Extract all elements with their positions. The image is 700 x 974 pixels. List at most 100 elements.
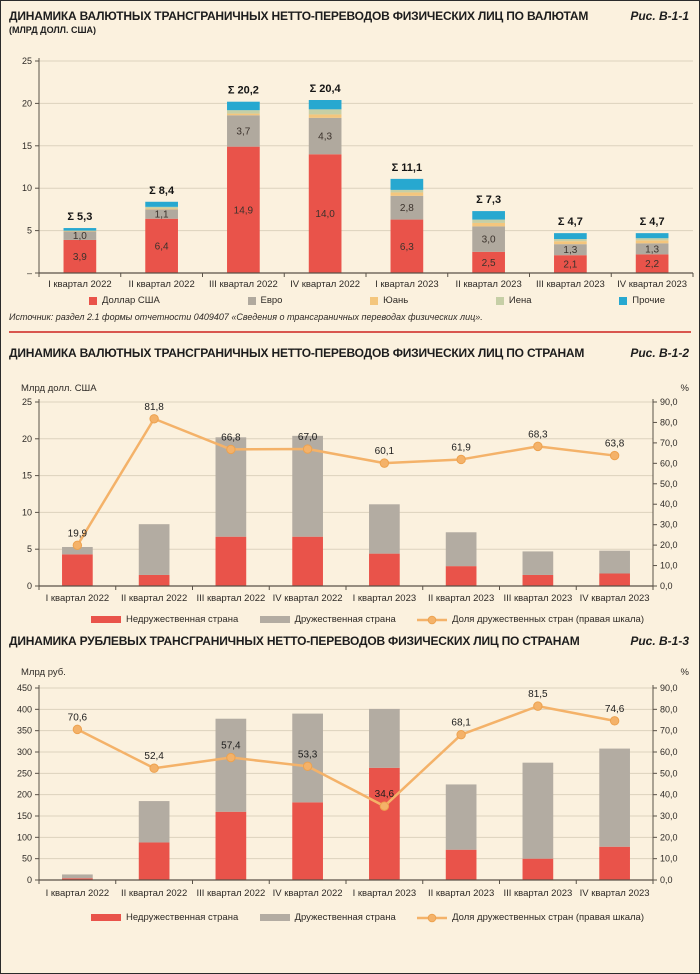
svg-text:60,1: 60,1	[375, 446, 395, 457]
svg-text:20: 20	[22, 98, 32, 108]
svg-text:19,9: 19,9	[68, 528, 88, 539]
svg-text:2,2: 2,2	[645, 259, 659, 270]
chart2-figure-number: Рис. В-1-2	[630, 346, 689, 360]
svg-text:2,1: 2,1	[563, 260, 577, 271]
legend-label: Юань	[383, 295, 409, 306]
svg-text:4,3: 4,3	[318, 132, 332, 143]
legend-swatch	[247, 296, 256, 305]
svg-text:2,8: 2,8	[400, 203, 414, 214]
legend-item: Доллар США	[89, 295, 160, 306]
chart1-legend: Доллар США Евро Юань Иена Прочие	[1, 295, 699, 306]
svg-text:III квартал 2022: III квартал 2022	[209, 279, 278, 290]
svg-text:50,0: 50,0	[660, 768, 678, 778]
svg-text:Σ 20,2: Σ 20,2	[228, 85, 259, 97]
svg-text:60,0: 60,0	[660, 747, 678, 757]
legend-item: Евро	[247, 295, 283, 306]
legend-line-marker	[417, 913, 448, 922]
chart2-title-row: ДИНАМИКА ВАЛЮТНЫХ ТРАНСГРАНИЧНЫХ НЕТТО-П…	[1, 346, 699, 360]
svg-text:250: 250	[17, 768, 32, 778]
svg-text:1,3: 1,3	[645, 244, 659, 255]
svg-text:3,0: 3,0	[482, 235, 496, 246]
svg-text:200: 200	[17, 790, 32, 800]
svg-text:81,5: 81,5	[528, 689, 548, 700]
svg-text:III квартал 2023: III квартал 2023	[503, 593, 572, 604]
legend-swatch	[91, 616, 121, 623]
chart2-axis-units: Млрд долл. США %	[1, 383, 699, 394]
legend-item: Доля дружественных стран (правая шкала)	[417, 614, 644, 625]
svg-text:20,0: 20,0	[660, 540, 678, 550]
legend-item: Недружественная страна	[91, 614, 238, 625]
chart2-right-axis-unit: %	[680, 383, 689, 394]
svg-text:I квартал 2022: I квартал 2022	[48, 279, 112, 290]
svg-text:0,0: 0,0	[660, 581, 673, 591]
section-currency-chart: ДИНАМИКА ВАЛЮТНЫХ ТРАНСГРАНИЧНЫХ НЕТТО-П…	[1, 1, 699, 333]
svg-text:6,3: 6,3	[400, 242, 414, 253]
svg-text:34,6: 34,6	[375, 789, 395, 800]
svg-text:6,4: 6,4	[155, 241, 169, 252]
svg-text:20,0: 20,0	[660, 832, 678, 842]
svg-text:61,9: 61,9	[451, 442, 471, 453]
svg-text:70,6: 70,6	[68, 712, 88, 723]
svg-text:0: 0	[27, 581, 32, 591]
svg-text:68,3: 68,3	[528, 429, 548, 440]
svg-text:74,6: 74,6	[605, 704, 625, 715]
svg-text:57,4: 57,4	[221, 741, 241, 752]
svg-text:II квартал 2022: II квартал 2022	[121, 888, 187, 899]
chart3-title-row: ДИНАМИКА РУБЛЕВЫХ ТРАНСГРАНИЧНЫХ НЕТТО-П…	[1, 634, 699, 648]
svg-text:40,0: 40,0	[660, 790, 678, 800]
svg-text:66,8: 66,8	[221, 432, 241, 443]
svg-text:II квартал 2023: II квартал 2023	[428, 888, 494, 899]
svg-text:50,0: 50,0	[660, 479, 678, 489]
svg-text:II квартал 2022: II квартал 2022	[121, 593, 187, 604]
legend-label: Доля дружественных стран (правая шкала)	[452, 912, 644, 923]
legend-swatch	[259, 616, 290, 623]
chart2-title: ДИНАМИКА ВАЛЮТНЫХ ТРАНСГРАНИЧНЫХ НЕТТО-П…	[9, 346, 585, 360]
legend-swatch	[89, 296, 97, 305]
svg-text:150: 150	[17, 811, 32, 821]
svg-text:Σ 7,3: Σ 7,3	[476, 194, 501, 206]
legend-label: Прочие	[632, 295, 665, 306]
legend-item: Прочие	[619, 295, 665, 306]
currency-transfers-stacked-bar-chart: Σ 5,3 Σ 8,4 Σ 20,2 Σ 20,4 Σ 11,1 Σ 7,3 Σ 4,7 Σ …	[22, 56, 694, 290]
svg-text:68,1: 68,1	[451, 718, 471, 729]
svg-text:14,9: 14,9	[234, 205, 254, 216]
svg-text:Σ 11,1: Σ 11,1	[392, 162, 422, 174]
svg-text:IV квартал 2023: IV квартал 2023	[580, 593, 650, 604]
svg-text:10: 10	[22, 183, 32, 193]
svg-text:I квартал 2023: I квартал 2023	[353, 888, 417, 899]
chart1-subtitle: (МЛРД ДОЛЛ. США)	[9, 25, 97, 35]
legend-label: Доля дружественных стран (правая шкала)	[452, 614, 644, 625]
legend-item: Дружественная страна	[259, 614, 396, 625]
svg-text:I квартал 2022: I квартал 2022	[46, 888, 110, 899]
svg-text:81,8: 81,8	[144, 402, 164, 413]
svg-text:350: 350	[17, 726, 32, 736]
svg-text:70,0: 70,0	[660, 726, 678, 736]
legend-label: Дружественная страна	[294, 912, 396, 923]
svg-text:5: 5	[27, 544, 32, 554]
legend-label: Евро	[260, 295, 283, 306]
svg-text:I квартал 2023: I квартал 2023	[353, 593, 417, 604]
legend-swatch	[91, 914, 121, 921]
svg-text:25: 25	[22, 56, 32, 66]
svg-text:63,8: 63,8	[605, 439, 625, 450]
chart1-title-row: ДИНАМИКА ВАЛЮТНЫХ ТРАНСГРАНИЧНЫХ НЕТТО-П…	[1, 9, 699, 23]
svg-text:III квартал 2023: III квартал 2023	[536, 279, 605, 290]
chart3-left-axis-unit: Млрд руб.	[21, 667, 66, 678]
chart3-axis-units: Млрд руб. %	[1, 667, 699, 678]
legend-label: Недружественная страна	[126, 912, 239, 923]
legend-item: Доля дружественных стран (правая шкала)	[417, 912, 644, 923]
legend-label: Недружественная страна	[126, 614, 239, 625]
section-country-ruble-chart: ДИНАМИКА РУБЛЕВЫХ ТРАНСГРАНИЧНЫХ НЕТТО-П…	[1, 634, 699, 923]
svg-text:III квартал 2022: III квартал 2022	[196, 593, 265, 604]
svg-text:30,0: 30,0	[660, 520, 678, 530]
svg-text:52,4: 52,4	[144, 751, 164, 762]
legend-item: Юань	[370, 295, 408, 306]
svg-text:II квартал 2023: II квартал 2023	[456, 279, 522, 290]
svg-text:0,0: 0,0	[660, 875, 673, 885]
svg-text:60,0: 60,0	[660, 458, 678, 468]
svg-text:1,3: 1,3	[563, 245, 577, 256]
legend-line-marker	[417, 615, 448, 624]
svg-text:67,0: 67,0	[298, 432, 318, 443]
svg-text:Σ 4,7: Σ 4,7	[558, 216, 583, 228]
